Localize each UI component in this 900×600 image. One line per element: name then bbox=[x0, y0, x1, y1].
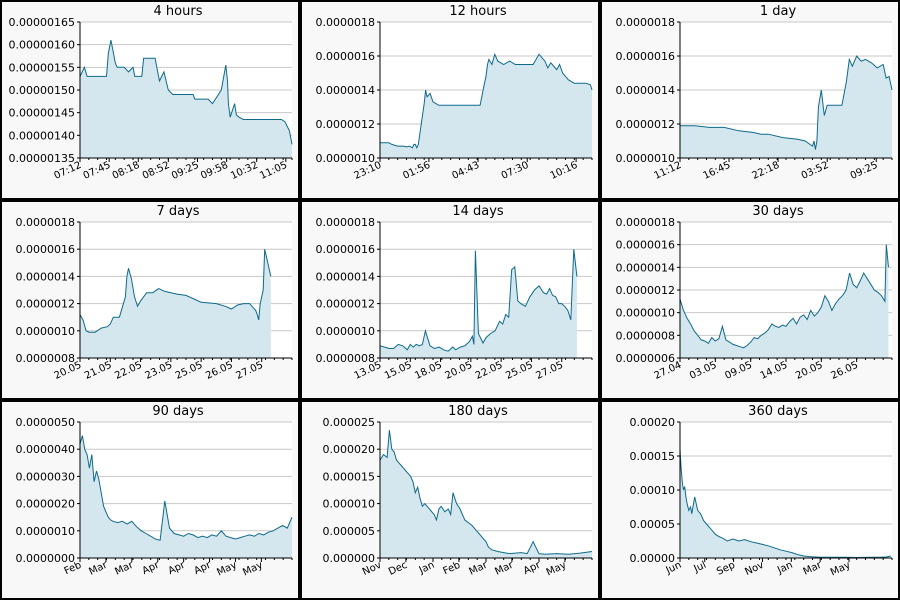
y-tick-label: 0.0000018 bbox=[16, 216, 76, 229]
y-tick-label: 0.000020 bbox=[323, 443, 376, 456]
series-line bbox=[79, 40, 293, 145]
chart-panel-3: 1 day 0.0000010 0.0000012 0.0000014 0.000001… bbox=[600, 0, 900, 200]
y-tick-label: 0.000005 bbox=[323, 525, 376, 538]
series-area bbox=[80, 435, 292, 558]
series-area bbox=[80, 249, 271, 358]
y-tick-label: 0.0000010 bbox=[616, 152, 676, 165]
chart-panel-7: 90 days 0.0000000 0.0000010 0.0000020 0.0000… bbox=[0, 400, 300, 600]
y-tick-label: 0.0000008 bbox=[16, 352, 76, 365]
series-line bbox=[680, 55, 893, 150]
chart-title: 7 days bbox=[156, 204, 199, 219]
y-tick-label: 0.0000010 bbox=[316, 152, 376, 165]
y-tick-label: 0.0000012 bbox=[616, 118, 676, 131]
chart-title: 12 hours bbox=[449, 4, 506, 19]
chart-panel-1: 4 hours 0.00000135 0.00000140 0.00000145 0.0… bbox=[0, 0, 300, 200]
panel-border bbox=[600, 400, 900, 600]
y-tick-label: 0.0000000 bbox=[16, 552, 76, 565]
y-tick-label: 0.0000010 bbox=[316, 325, 376, 338]
chart-title: 14 days bbox=[452, 204, 504, 219]
y-tick-label: 0.0000010 bbox=[616, 307, 676, 320]
chart-title: 1 day bbox=[760, 4, 797, 19]
y-tick-label: 0.0000014 bbox=[616, 84, 676, 97]
chart-panel-6: 30 days 0.0000006 0.0000008 0.0000010 0.0000… bbox=[600, 200, 900, 400]
y-tick-label: 0.00005 bbox=[630, 518, 676, 531]
y-tick-label: 0.0000014 bbox=[16, 270, 76, 283]
y-tick-label: 0.0000010 bbox=[16, 325, 76, 338]
panel-border bbox=[300, 0, 600, 200]
chart-panel-8: 180 days 0.000000 0.000005 0.000010 0.000015… bbox=[300, 400, 600, 600]
y-tick-label: 0.00020 bbox=[630, 416, 676, 429]
chart-panel-2: 12 hours 0.0000010 0.0000012 0.0000014 0.000… bbox=[300, 0, 600, 200]
y-tick-label: 0.0000006 bbox=[616, 352, 676, 365]
y-tick-label: 0.00000140 bbox=[9, 129, 75, 142]
y-tick-label: 0.00000160 bbox=[9, 39, 75, 52]
y-tick-label: 0.0000008 bbox=[616, 329, 676, 342]
y-tick-label: 0.0000016 bbox=[316, 243, 376, 256]
series-line bbox=[79, 249, 272, 333]
y-tick-label: 0.0000020 bbox=[16, 498, 76, 511]
chart-panel-9: 360 days 0.00000 0.00005 0.00010 0.00015 0.00… bbox=[600, 400, 900, 600]
y-tick-label: 0.0000018 bbox=[616, 216, 676, 229]
chart-title: 90 days bbox=[152, 404, 204, 419]
panel-border bbox=[600, 200, 900, 400]
chart-title: 30 days bbox=[752, 204, 804, 219]
y-tick-label: 0.00000145 bbox=[9, 107, 75, 120]
y-tick-label: 0.0000030 bbox=[16, 470, 76, 483]
y-tick-label: 0.00000 bbox=[630, 552, 676, 565]
y-tick-label: 0.000010 bbox=[323, 498, 376, 511]
y-tick-label: 0.0000014 bbox=[316, 270, 376, 283]
panel-border bbox=[0, 400, 300, 600]
y-tick-label: 0.000015 bbox=[323, 470, 376, 483]
y-tick-label: 0.00000150 bbox=[9, 84, 75, 97]
y-tick-label: 0.0000016 bbox=[16, 243, 76, 256]
series-line bbox=[379, 249, 578, 352]
y-tick-label: 0.0000012 bbox=[316, 118, 376, 131]
series-line bbox=[79, 435, 293, 541]
series-line bbox=[380, 52, 593, 150]
y-tick-label: 0.0000010 bbox=[16, 525, 76, 538]
chart-panel-4: 7 days 0.0000008 0.0000010 0.0000012 0.00000… bbox=[0, 200, 300, 400]
y-tick-label: 0.0000012 bbox=[16, 298, 76, 311]
y-tick-label: 0.0000014 bbox=[616, 261, 676, 274]
y-tick-label: 0.0000050 bbox=[16, 416, 76, 429]
y-tick-label: 0.0000040 bbox=[16, 443, 76, 456]
panel-border bbox=[600, 0, 900, 200]
y-tick-label: 0.00000155 bbox=[9, 61, 75, 74]
y-tick-label: 0.0000008 bbox=[316, 352, 376, 365]
y-tick-label: 0.0000012 bbox=[616, 284, 676, 297]
series-area bbox=[380, 249, 577, 358]
panel-border bbox=[300, 200, 600, 400]
y-tick-label: 0.0000016 bbox=[616, 239, 676, 252]
chart-title: 180 days bbox=[448, 404, 508, 419]
y-tick-label: 0.00015 bbox=[630, 450, 676, 463]
chart-title: 360 days bbox=[748, 404, 808, 419]
y-tick-label: 0.00000165 bbox=[9, 16, 75, 29]
series-line bbox=[679, 449, 891, 559]
x-tick-label: Jul bbox=[691, 560, 708, 575]
y-tick-label: 0.0000018 bbox=[616, 16, 676, 29]
y-tick-label: 0.00010 bbox=[630, 484, 676, 497]
y-tick-label: 0.00000135 bbox=[9, 152, 75, 165]
y-tick-label: 0.000000 bbox=[323, 552, 376, 565]
panel-border bbox=[0, 0, 300, 200]
series-line bbox=[379, 430, 593, 555]
y-tick-label: 0.0000016 bbox=[616, 50, 676, 63]
panel-border bbox=[300, 400, 600, 600]
series-area bbox=[680, 56, 892, 158]
y-tick-label: 0.000025 bbox=[323, 416, 376, 429]
series-area bbox=[680, 244, 889, 358]
chart-panel-5: 14 days 0.0000008 0.0000010 0.0000012 0.0000… bbox=[300, 200, 600, 400]
panel-border bbox=[0, 200, 300, 400]
series-line bbox=[679, 244, 889, 349]
y-tick-label: 0.0000016 bbox=[316, 50, 376, 63]
series-area bbox=[680, 449, 891, 558]
chart-title: 4 hours bbox=[154, 4, 203, 19]
y-tick-label: 0.0000018 bbox=[316, 16, 376, 29]
y-tick-label: 0.0000012 bbox=[316, 298, 376, 311]
y-tick-label: 0.0000014 bbox=[316, 84, 376, 97]
series-area bbox=[380, 430, 592, 558]
y-tick-label: 0.0000018 bbox=[316, 216, 376, 229]
series-area bbox=[380, 54, 592, 158]
